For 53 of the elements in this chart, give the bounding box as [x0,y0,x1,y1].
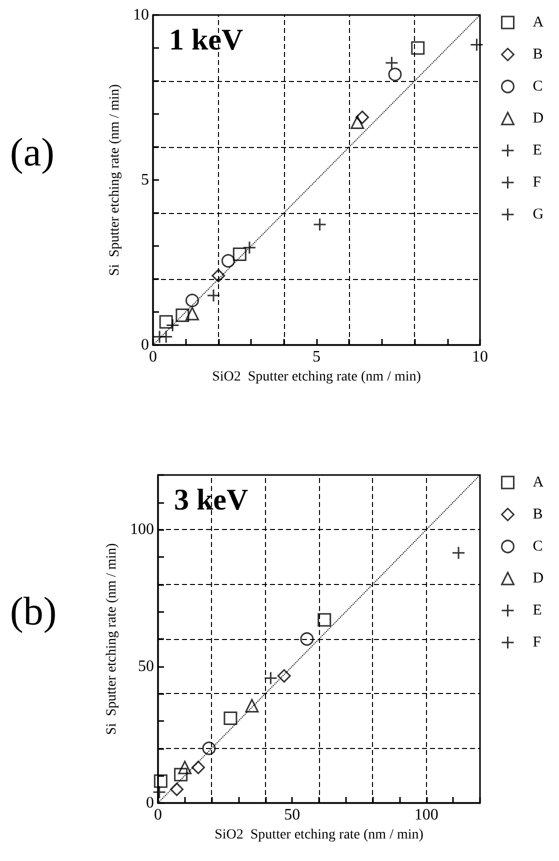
point [232,248,246,261]
y-tick-label: 0 [141,336,149,354]
y-axis-title: Si Sputter etching rate (nm / min) [104,542,120,735]
y-tick-label: 5 [141,172,149,188]
legend-label: G [532,206,544,222]
x-tick-label: 100 [414,806,438,824]
point [388,68,402,82]
point [277,669,291,683]
x-tick-label: 10 [472,348,488,366]
point [411,41,425,55]
point [318,613,332,627]
y-tick-label: 50 [138,658,154,675]
point [154,774,168,788]
legend-label: D [532,110,544,126]
annotation: 3 keV [174,484,248,516]
point [176,308,190,322]
y-tick-label: 10 [133,6,149,24]
legend-label: B [532,506,543,522]
legend-label: F [532,174,542,190]
legend-label: D [532,570,544,586]
annotation: 1 keV [169,24,244,56]
x-tick-label: 50 [284,806,300,824]
point [300,632,314,646]
legend-label: E [532,602,542,618]
legend-label: A [532,14,544,30]
legend-label: A [532,474,544,490]
x-axis-title: SiO2 Sputter etching rate (nm / min) [214,827,424,842]
point [212,268,226,282]
point [221,254,235,268]
legend-label: F [532,634,542,650]
text: (b) [10,588,57,634]
point [350,116,364,129]
legend-label: C [532,538,543,554]
legend-label: E [532,142,542,158]
point [186,294,199,308]
legend-label: B [532,46,543,62]
point [185,306,199,320]
point [356,110,370,124]
point [202,742,216,756]
point [170,782,184,796]
y-tick-label: 0 [146,794,154,812]
y-axis-title: Si Sputter etching rate (nm / min) [108,84,123,276]
point [174,768,188,782]
point [159,315,173,329]
text: (a) [10,130,54,174]
x-tick-label: 5 [312,348,320,366]
point [245,698,259,712]
legend-label: C [532,78,543,94]
point [178,760,192,774]
y-tick-label: 100 [130,521,154,538]
x-axis-title: SiO2 Sputter etching rate (nm / min) [212,369,422,384]
point [192,760,205,774]
point [224,712,238,726]
